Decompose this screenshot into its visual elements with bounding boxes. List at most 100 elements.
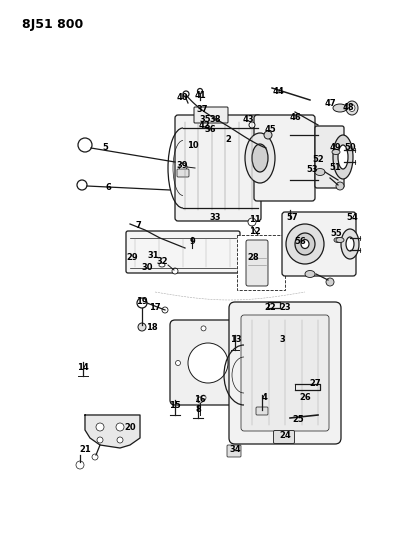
Text: 2: 2 [225, 135, 231, 144]
Text: 9: 9 [190, 238, 196, 246]
Text: 37: 37 [196, 106, 208, 115]
Circle shape [172, 268, 178, 274]
Text: 28: 28 [247, 254, 259, 262]
Text: 20: 20 [124, 424, 136, 432]
Circle shape [336, 182, 344, 190]
Text: 8: 8 [195, 406, 201, 415]
Ellipse shape [346, 101, 358, 115]
Text: 3: 3 [279, 335, 285, 344]
Text: 22: 22 [264, 303, 276, 312]
Text: 50: 50 [344, 143, 356, 152]
Text: 45: 45 [264, 125, 276, 134]
Ellipse shape [301, 239, 309, 248]
Text: 48: 48 [342, 103, 354, 112]
Text: 27: 27 [309, 378, 321, 387]
Circle shape [92, 454, 98, 460]
Circle shape [183, 91, 189, 97]
Text: 38: 38 [209, 115, 221, 124]
Text: 5: 5 [102, 143, 108, 152]
Ellipse shape [252, 144, 268, 172]
Circle shape [249, 122, 255, 128]
Circle shape [117, 437, 123, 443]
FancyBboxPatch shape [175, 115, 261, 221]
FancyBboxPatch shape [246, 240, 268, 286]
Ellipse shape [305, 271, 315, 278]
Text: 43: 43 [242, 116, 254, 125]
Polygon shape [85, 415, 140, 448]
FancyBboxPatch shape [126, 231, 240, 273]
Circle shape [176, 360, 180, 366]
Text: 17: 17 [149, 303, 161, 312]
FancyBboxPatch shape [177, 169, 189, 177]
Ellipse shape [336, 238, 344, 243]
Text: 34: 34 [229, 446, 241, 455]
Ellipse shape [338, 145, 348, 169]
Ellipse shape [349, 104, 355, 111]
Text: 15: 15 [169, 401, 181, 410]
Text: 4: 4 [262, 393, 268, 402]
FancyBboxPatch shape [194, 107, 228, 123]
Text: 46: 46 [289, 114, 301, 123]
Text: 18: 18 [146, 324, 158, 333]
Text: 44: 44 [272, 87, 284, 96]
Text: 40: 40 [176, 93, 188, 102]
Text: 49: 49 [329, 143, 341, 152]
Text: 35: 35 [199, 116, 211, 125]
Text: 24: 24 [279, 431, 291, 440]
Ellipse shape [286, 224, 324, 264]
Circle shape [116, 423, 124, 431]
Text: 57: 57 [286, 214, 298, 222]
Ellipse shape [315, 168, 325, 175]
Text: 14: 14 [77, 362, 89, 372]
Text: 39: 39 [176, 160, 188, 169]
Text: 32: 32 [156, 257, 168, 266]
Ellipse shape [159, 263, 165, 267]
Circle shape [179, 163, 187, 171]
Circle shape [201, 395, 206, 400]
Ellipse shape [333, 135, 353, 179]
Circle shape [248, 218, 256, 226]
Text: 52: 52 [312, 156, 324, 165]
FancyBboxPatch shape [282, 212, 356, 276]
Ellipse shape [295, 233, 315, 255]
Circle shape [326, 278, 334, 286]
Text: 55: 55 [330, 230, 342, 238]
Text: 36: 36 [204, 125, 216, 134]
FancyBboxPatch shape [273, 431, 294, 443]
Text: 8J51 800: 8J51 800 [22, 18, 83, 31]
Text: 54: 54 [346, 214, 358, 222]
Text: 19: 19 [136, 297, 148, 306]
Circle shape [264, 131, 272, 139]
Text: 30: 30 [141, 263, 153, 272]
Circle shape [77, 180, 87, 190]
Text: 41: 41 [194, 92, 206, 101]
Text: 31: 31 [147, 251, 159, 260]
Text: 29: 29 [126, 254, 138, 262]
Circle shape [96, 423, 104, 431]
Circle shape [138, 323, 146, 331]
Circle shape [97, 437, 103, 443]
Ellipse shape [346, 237, 354, 251]
Circle shape [197, 397, 203, 403]
Text: 42: 42 [198, 122, 210, 131]
Circle shape [137, 298, 147, 308]
Text: 11: 11 [249, 215, 261, 224]
Circle shape [234, 371, 239, 376]
Text: 7: 7 [135, 221, 141, 230]
Ellipse shape [245, 133, 275, 183]
Text: 56: 56 [294, 238, 306, 246]
FancyBboxPatch shape [315, 126, 344, 188]
FancyBboxPatch shape [241, 315, 329, 431]
Text: 10: 10 [187, 141, 199, 149]
Text: 13: 13 [230, 335, 242, 344]
Circle shape [76, 461, 84, 469]
Circle shape [198, 88, 203, 93]
Text: 21: 21 [79, 446, 91, 455]
FancyBboxPatch shape [227, 445, 241, 457]
Text: 12: 12 [249, 228, 261, 237]
Ellipse shape [334, 238, 342, 243]
Circle shape [188, 343, 228, 383]
Ellipse shape [332, 149, 340, 155]
Circle shape [162, 307, 168, 313]
Text: 25: 25 [292, 416, 304, 424]
